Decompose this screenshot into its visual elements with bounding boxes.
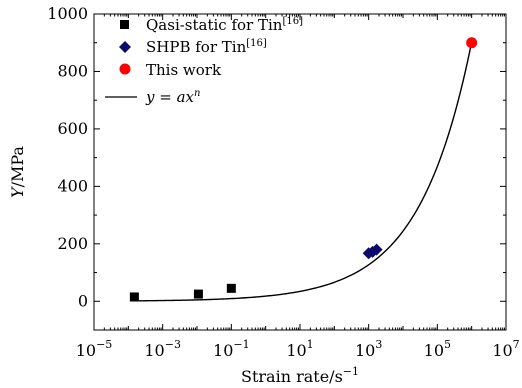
legend-series-1-ref: [16] (282, 16, 303, 27)
x-axis-title-text: Strain rate/s (241, 367, 343, 386)
legend-marker-circle (119, 63, 131, 75)
y-axis-title: Y/MPa (8, 146, 27, 198)
x-tick-label: 105 (424, 338, 451, 360)
legend-label-this-work: This work (146, 61, 222, 79)
quasi-static-point (226, 283, 236, 293)
data-points-layer (129, 37, 478, 302)
x-axis-title-exponent: −1 (343, 365, 359, 378)
this-work-point (466, 37, 478, 49)
y-tick-label: 600 (57, 119, 88, 138)
y-axis-title-italic: Y (8, 186, 27, 198)
x-tick-label: 103 (355, 338, 382, 360)
legend-label-shpb: SHPB for Tin[16] (146, 38, 267, 56)
y-tick-label: 400 (57, 176, 88, 195)
x-tick-label: 10−3 (144, 338, 181, 360)
y-tick-labels: 0 200 400 600 800 1000 (47, 4, 88, 310)
legend-series-1-name: Qasi-static for Tin (146, 16, 283, 34)
y-axis-title-rest: /MPa (8, 146, 27, 188)
quasi-static-point (129, 292, 139, 302)
axis-ticks (93, 13, 507, 331)
legend-label-quasi-static: Qasi-static for Tin[16] (146, 16, 303, 34)
legend-series-2-ref: [16] (246, 38, 267, 49)
y-tick-label: 800 (57, 61, 88, 80)
x-tick-labels: 10−5 10−3 10−1 101 103 105 107 (76, 338, 520, 360)
x-tick-label: 101 (286, 338, 313, 360)
fit-curve (131, 41, 473, 302)
legend-series-4-exponent: n (194, 88, 200, 99)
x-axis-title: Strain rate/s−1 (241, 365, 359, 386)
legend-marker-diamond (119, 41, 131, 53)
legend-series-4-name: y = ax (145, 88, 195, 106)
y-tick-label: 200 (57, 234, 88, 253)
shpb-point (370, 243, 383, 256)
x-tick-label: 107 (492, 338, 519, 360)
legend-label-fit: y = axn (145, 88, 200, 106)
legend: Qasi-static for Tin[16] SHPB for Tin[16]… (105, 16, 303, 106)
legend-series-2-name: SHPB for Tin (146, 38, 247, 56)
y-tick-label: 1000 (47, 4, 88, 23)
x-tick-label: 10−1 (213, 338, 250, 360)
quasi-static-point (193, 289, 203, 299)
legend-marker-square (120, 20, 129, 29)
x-tick-label: 10−5 (76, 338, 113, 360)
fit-curve-layer (131, 41, 473, 302)
y-tick-label: 0 (78, 291, 88, 310)
